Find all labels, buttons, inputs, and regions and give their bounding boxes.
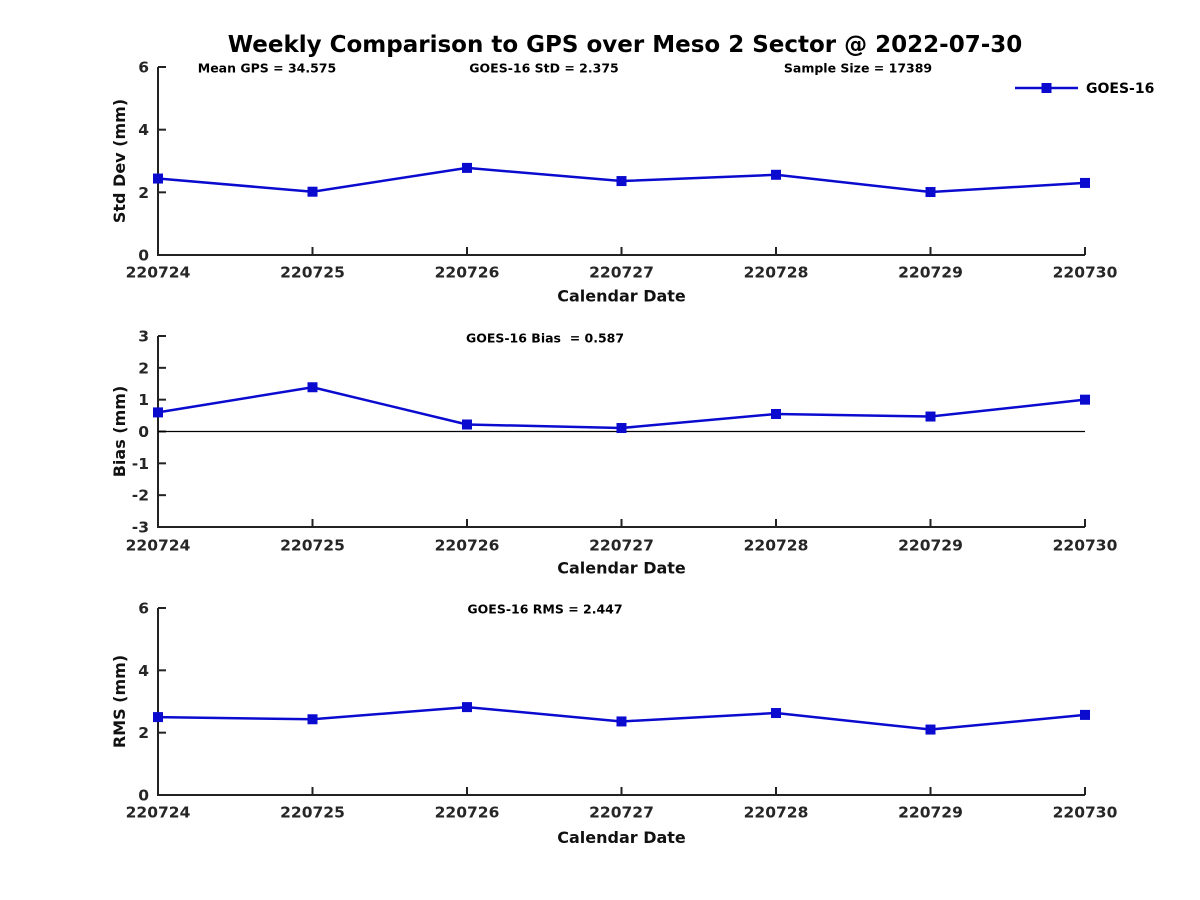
annotation: Mean GPS = 34.575 (198, 61, 336, 76)
data-marker (462, 162, 472, 173)
x-tick-label: 220729 (898, 264, 963, 282)
y-tick-label: 0 (138, 787, 149, 805)
y-tick-label: 4 (138, 121, 149, 139)
data-marker (771, 408, 781, 419)
y-tick-label: 3 (138, 328, 149, 346)
legend-marker-icon (1041, 83, 1052, 93)
data-marker (153, 173, 163, 184)
x-tick-label: 220726 (435, 264, 500, 282)
data-marker (462, 419, 472, 430)
y-tick-label: 0 (138, 247, 149, 265)
y-tick-label: -2 (132, 487, 149, 505)
axis-spine (157, 67, 1085, 256)
x-tick-label: 220725 (280, 804, 345, 822)
x-tick-label: 220729 (898, 804, 963, 822)
x-axis-label: Calendar Date (557, 828, 686, 847)
x-tick-label: 220727 (589, 537, 654, 555)
x-tick-label: 220729 (898, 537, 963, 555)
axis-spine (157, 608, 1085, 796)
data-marker (925, 187, 936, 198)
annotation: Sample Size = 17389 (784, 61, 932, 76)
y-tick-label: 0 (138, 423, 149, 441)
y-tick-label: 2 (138, 724, 149, 742)
data-marker (616, 716, 627, 727)
x-tick-label: 220727 (589, 264, 654, 282)
data-marker (307, 382, 318, 393)
x-tick-label: 220725 (280, 264, 345, 282)
data-marker (307, 186, 318, 197)
x-tick-label: 220730 (1053, 804, 1118, 822)
legend-label: GOES-16 (1086, 81, 1154, 97)
data-line (156, 386, 1087, 430)
x-tick-label: 220726 (435, 537, 500, 555)
data-marker (771, 169, 781, 180)
y-tick-label: -3 (132, 519, 149, 537)
y-axis-label: RMS (mm) (110, 655, 129, 748)
data-marker (1080, 177, 1090, 188)
x-tick-label: 220724 (126, 537, 191, 555)
y-axis-label: Std Dev (mm) (110, 99, 129, 223)
y-tick-label: 6 (138, 59, 149, 77)
x-tick-label: 220724 (126, 264, 191, 282)
data-marker (616, 422, 627, 433)
y-tick-label: 1 (138, 391, 149, 409)
y-tick-label: 2 (138, 184, 149, 202)
annotation: GOES-16 Bias = 0.587 (466, 331, 624, 346)
data-marker (1080, 709, 1090, 720)
chart-bias: -3 -2 -1 0 1 2 3 220724 220725 220726 220727 220728… (110, 328, 1118, 578)
figure-title: Weekly Comparison to GPS over Meso 2 Sec… (228, 32, 1023, 58)
legend: GOES-16 (1015, 81, 1154, 97)
x-tick-label: 220728 (744, 264, 809, 282)
x-tick-label: 220730 (1053, 264, 1118, 282)
x-tick-label: 220728 (744, 804, 809, 822)
x-tick-label: 220727 (589, 804, 654, 822)
y-tick-label: -1 (132, 455, 149, 473)
data-marker (307, 714, 318, 725)
chart-std-dev: 0 2 4 6 220724 220725 220726 220727 220728 220729… (110, 59, 1118, 306)
data-marker (616, 176, 627, 187)
data-marker (1080, 394, 1090, 405)
x-tick-label: 220730 (1053, 537, 1118, 555)
x-tick-label: 220725 (280, 537, 345, 555)
y-axis-label: Bias (mm) (110, 386, 129, 478)
x-axis-label: Calendar Date (557, 287, 686, 306)
data-marker (925, 724, 936, 735)
x-tick-label: 220726 (435, 804, 500, 822)
annotation: GOES-16 StD = 2.375 (469, 61, 618, 76)
data-marker (462, 702, 472, 713)
annotation: GOES-16 RMS = 2.447 (467, 602, 622, 617)
data-marker (771, 708, 781, 719)
y-tick-label: 2 (138, 359, 149, 377)
x-tick-label: 220724 (126, 804, 191, 822)
data-marker (925, 411, 936, 422)
x-axis-label: Calendar Date (557, 559, 686, 578)
y-tick-label: 6 (138, 600, 149, 618)
chart-rms: 0 2 4 6 220724 220725 220726 220727 220728 220729… (110, 600, 1118, 847)
x-tick-label: 220728 (744, 537, 809, 555)
data-marker (153, 712, 163, 723)
data-marker (153, 407, 163, 418)
y-tick-label: 4 (138, 662, 149, 680)
